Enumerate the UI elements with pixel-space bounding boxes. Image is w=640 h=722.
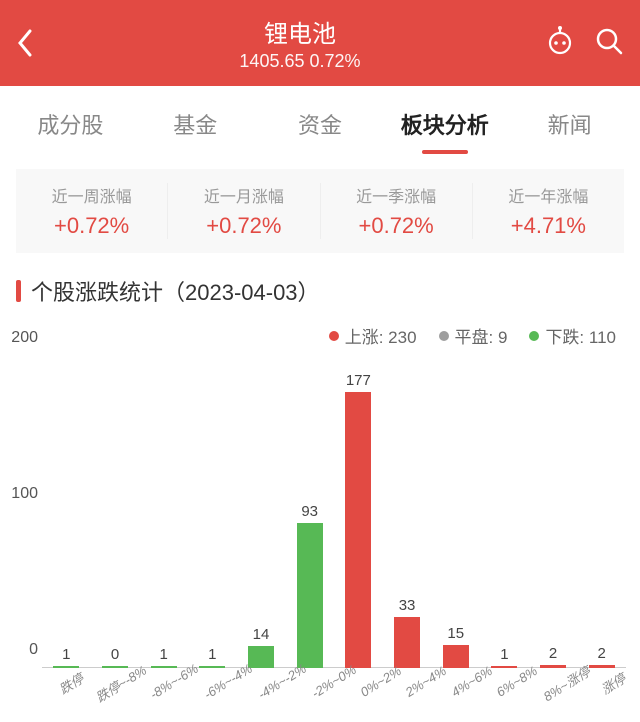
bars-area: 1 0 1 1 14 93 177 33 15 1 2 2 bbox=[42, 356, 626, 668]
legend-up: 上涨: 230 bbox=[329, 323, 417, 348]
bar-value-label: 177 bbox=[346, 372, 371, 389]
bar-rect bbox=[394, 617, 420, 668]
y-tick: 100 bbox=[11, 485, 38, 503]
index-change: 0.72% bbox=[310, 51, 361, 71]
legend-up-dot bbox=[329, 331, 339, 341]
metric-value: +0.72% bbox=[16, 213, 167, 239]
bar-value-label: 1 bbox=[208, 646, 216, 663]
bar-value-label: 1 bbox=[160, 646, 168, 663]
metric-label: 近一月涨幅 bbox=[168, 183, 319, 207]
chart-legend: 上涨: 230 平盘: 9 下跌: 110 bbox=[24, 323, 616, 348]
bar-7: 33 bbox=[383, 597, 432, 668]
y-tick: 0 bbox=[29, 641, 38, 659]
legend-down: 下跌: 110 bbox=[529, 323, 616, 348]
metric-label: 近一周涨幅 bbox=[16, 183, 167, 207]
bar-rect bbox=[345, 392, 371, 668]
legend-down-text: 下跌: 110 bbox=[545, 323, 616, 348]
metric-0: 近一周涨幅 +0.72% bbox=[16, 183, 167, 239]
legend-flat: 平盘: 9 bbox=[439, 323, 508, 348]
metric-value: +0.72% bbox=[321, 213, 472, 239]
bar-rect bbox=[199, 666, 225, 668]
app-header: 锂电池 1405.65 0.72% bbox=[0, 0, 640, 86]
metric-label: 近一季涨幅 bbox=[321, 183, 472, 207]
bar-value-label: 0 bbox=[111, 646, 119, 663]
bar-rect bbox=[443, 645, 469, 668]
tab-bar: 成分股基金资金板块分析新闻 bbox=[0, 86, 640, 155]
bar-value-label: 1 bbox=[62, 646, 70, 663]
tab-1[interactable]: 基金 bbox=[133, 100, 258, 154]
bar-value-label: 15 bbox=[447, 625, 464, 642]
metric-value: +0.72% bbox=[168, 213, 319, 239]
metric-1: 近一月涨幅 +0.72% bbox=[167, 183, 319, 239]
period-metrics: 近一周涨幅+0.72%近一月涨幅+0.72%近一季涨幅+0.72%近一年涨幅+4… bbox=[16, 169, 624, 253]
section-title-text: 个股涨跌统计（2023-04-03） bbox=[31, 275, 320, 307]
bar-5: 93 bbox=[285, 503, 334, 668]
robot-icon[interactable] bbox=[544, 25, 576, 62]
bar-rect bbox=[297, 523, 323, 668]
metric-3: 近一年涨幅 +4.71% bbox=[472, 183, 624, 239]
bar-value-label: 93 bbox=[301, 503, 318, 520]
y-axis: 0100200 bbox=[6, 356, 38, 668]
legend-flat-dot bbox=[439, 331, 449, 341]
metric-value: +4.71% bbox=[473, 213, 624, 239]
bar-value-label: 14 bbox=[253, 626, 270, 643]
metric-label: 近一年涨幅 bbox=[473, 183, 624, 207]
section-title: 个股涨跌统计（2023-04-03） bbox=[16, 275, 624, 307]
index-subtitle: 1405.65 0.72% bbox=[56, 51, 544, 72]
header-actions bbox=[544, 25, 624, 62]
header-title-block: 锂电池 1405.65 0.72% bbox=[56, 14, 544, 72]
bar-value-label: 2 bbox=[549, 645, 557, 662]
legend-down-dot bbox=[529, 331, 539, 341]
tab-4[interactable]: 新闻 bbox=[507, 100, 632, 154]
index-value: 1405.65 bbox=[239, 51, 304, 71]
x-axis-labels: 跌停跌停~-8%-8%~-6%-6%~-4%-4%~-2%-2%~0%0%~2%… bbox=[42, 670, 626, 714]
tab-3[interactable]: 板块分析 bbox=[382, 100, 507, 154]
bar-value-label: 2 bbox=[598, 645, 606, 662]
bar-value-label: 1 bbox=[500, 646, 508, 663]
bar-6: 177 bbox=[334, 372, 383, 668]
bar-rect bbox=[248, 646, 274, 668]
bar-value-label: 33 bbox=[399, 597, 416, 614]
y-tick: 200 bbox=[11, 329, 38, 347]
distribution-chart: 0100200 101114931773315122 跌停跌停~-8%-8%~-… bbox=[42, 356, 626, 714]
back-icon[interactable] bbox=[16, 28, 56, 58]
tab-2[interactable]: 资金 bbox=[258, 100, 383, 154]
tab-0[interactable]: 成分股 bbox=[8, 100, 133, 154]
search-icon[interactable] bbox=[594, 26, 624, 61]
legend-flat-text: 平盘: 9 bbox=[455, 323, 508, 348]
section-title-bar bbox=[16, 280, 21, 302]
metric-2: 近一季涨幅 +0.72% bbox=[320, 183, 472, 239]
page-title: 锂电池 bbox=[56, 14, 544, 49]
legend-up-text: 上涨: 230 bbox=[345, 323, 417, 348]
